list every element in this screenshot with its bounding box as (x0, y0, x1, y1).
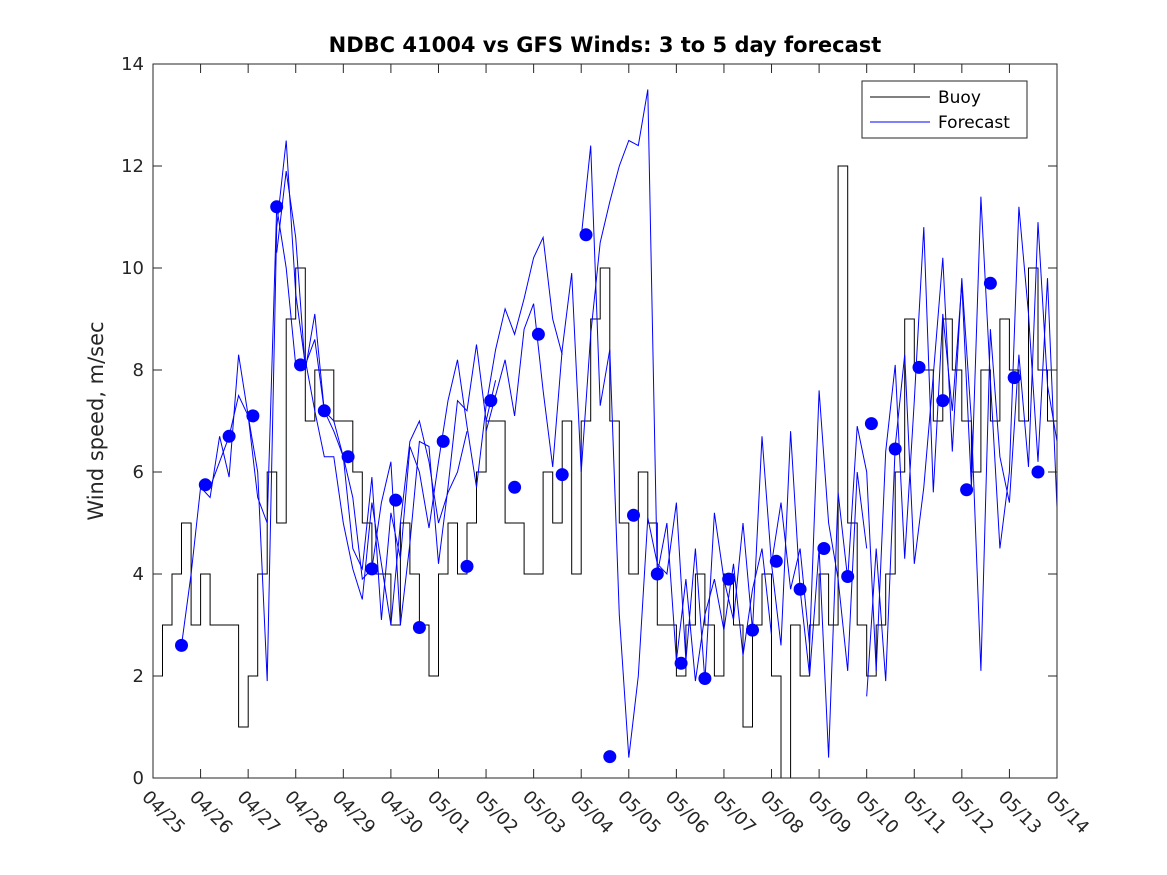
y-axis: 0 2 4 6 8 10 12 14 (121, 54, 1057, 789)
legend-buoy-label: Buoy (938, 88, 981, 108)
forecast-run-line-1 (181, 206, 468, 646)
legend: Buoy Forecast (861, 80, 1028, 139)
forecast-marker (412, 621, 426, 634)
forecast-marker (983, 276, 997, 290)
chart-title: NDBC 41004 vs GFS Winds: 3 to 5 day fore… (329, 33, 882, 57)
forecast-marker (175, 638, 188, 652)
forecast-marker (579, 228, 593, 242)
forecast-marker (650, 567, 664, 581)
forecast-marker (817, 542, 831, 555)
forecast-marker (627, 508, 640, 522)
forecast-marker (674, 656, 688, 670)
forecast-marker (531, 327, 545, 341)
forecast-marker (246, 409, 260, 423)
series-layer (153, 89, 1058, 779)
y-tick-label: 4 (133, 564, 144, 585)
forecast-run-line-4 (485, 89, 772, 682)
forecast-marker (912, 360, 926, 374)
y-tick-label: 0 (133, 768, 144, 789)
forecast-marker (769, 554, 783, 568)
forecast-run-line-2 (209, 140, 497, 682)
forecast-marker (1007, 371, 1021, 385)
forecast-marker (317, 404, 331, 418)
forecast-marker (960, 483, 974, 497)
y-tick-label: 2 (133, 666, 144, 687)
forecast-marker (508, 480, 522, 494)
forecast-marker (793, 582, 807, 596)
forecast-marker (222, 429, 236, 443)
forecast-marker (484, 394, 498, 408)
y-tick-label: 14 (121, 54, 144, 75)
legend-forecast-label: Forecast (938, 113, 1010, 133)
forecast-marker (722, 572, 736, 586)
buoy-series-line (153, 165, 1058, 779)
forecast-run-line-7 (866, 222, 1058, 697)
forecast-marker (198, 478, 212, 492)
forecast-marker (746, 623, 759, 637)
y-tick-label: 6 (133, 462, 144, 483)
forecast-marker (270, 200, 284, 214)
forecast-marker (341, 450, 355, 464)
y-axis-label: Wind speed, m/sec (84, 321, 108, 520)
y-tick-label: 8 (133, 360, 144, 381)
y-tick-label: 10 (121, 258, 144, 279)
marker-layer (175, 200, 1045, 764)
forecast-marker (603, 750, 617, 764)
plot-frame (152, 63, 1058, 779)
forecast-marker (365, 562, 379, 576)
forecast-marker (864, 417, 878, 431)
forecast-marker (1031, 465, 1045, 479)
forecast-marker (698, 672, 712, 685)
forecast-marker (555, 468, 569, 482)
forecast-marker (436, 434, 450, 448)
legend-box (861, 80, 1028, 139)
forecast-marker (888, 442, 902, 456)
y-tick-label: 12 (121, 156, 144, 177)
forecast-marker (841, 570, 855, 583)
forecast-marker (389, 493, 403, 507)
forecast-marker (460, 559, 474, 573)
forecast-marker (294, 358, 307, 372)
forecast-marker (936, 394, 950, 408)
plot-area (153, 64, 1057, 778)
